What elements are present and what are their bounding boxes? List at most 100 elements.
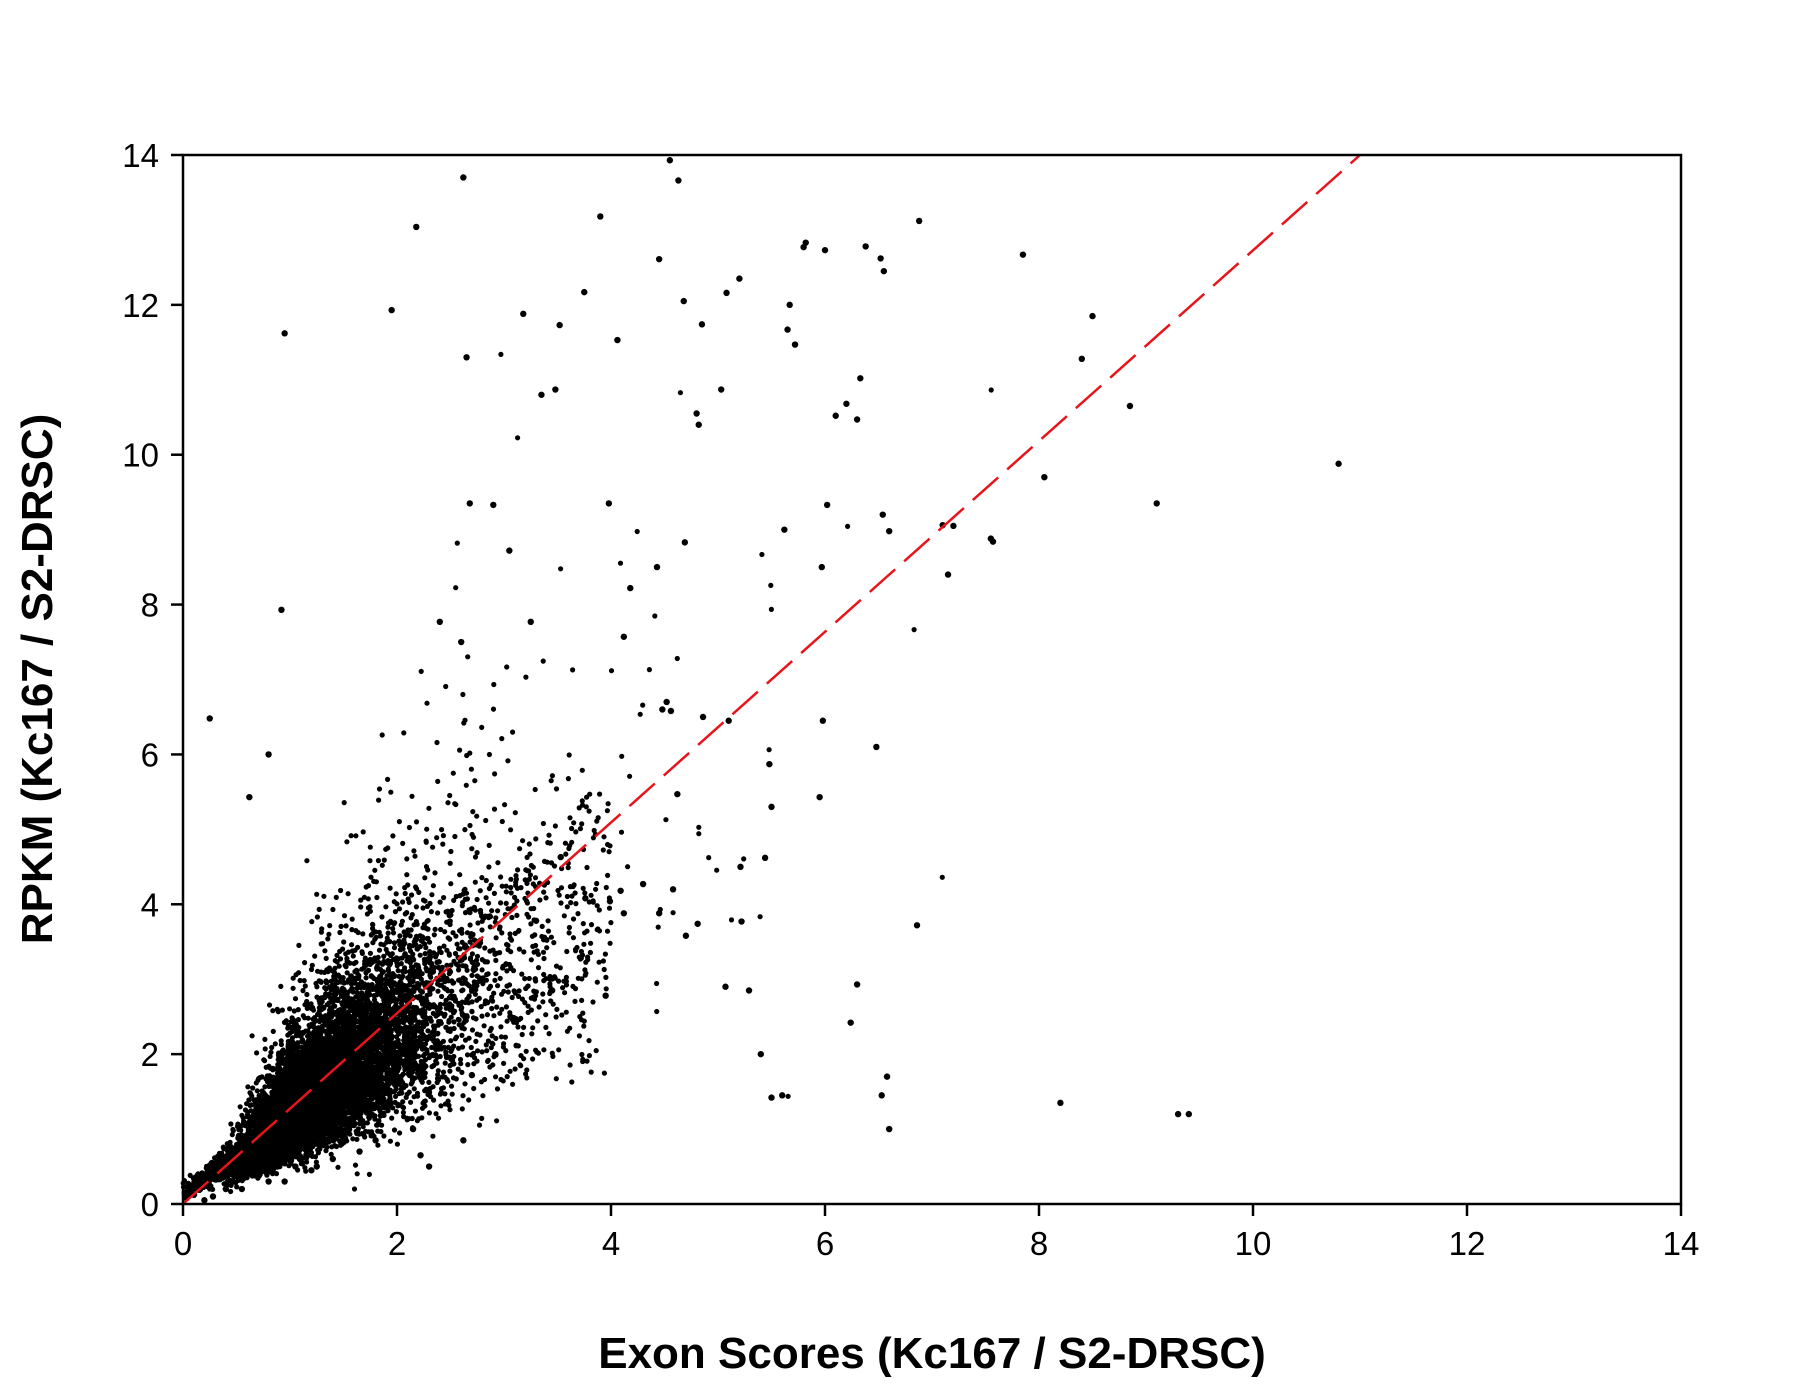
data-point	[206, 715, 213, 722]
data-point	[620, 910, 628, 917]
data-point	[944, 571, 952, 578]
y-tick-label: 10	[122, 437, 159, 474]
data-point	[527, 618, 534, 626]
data-point	[886, 1125, 893, 1133]
data-point	[862, 243, 869, 250]
data-point	[786, 301, 793, 309]
data-point	[281, 330, 288, 337]
data-point	[761, 854, 769, 862]
data-point	[915, 217, 923, 225]
data-point	[655, 910, 663, 917]
data-point	[669, 886, 677, 893]
data-point	[784, 326, 791, 333]
data-point	[718, 386, 725, 393]
data-point	[265, 751, 272, 758]
data-point	[694, 920, 701, 927]
data-point	[278, 606, 285, 614]
data-point	[597, 213, 604, 220]
y-tick-label: 8	[141, 587, 159, 624]
data-point	[823, 501, 831, 509]
data-point	[655, 255, 663, 263]
data-point	[201, 1197, 208, 1204]
data-point	[1126, 402, 1134, 410]
data-point	[736, 275, 743, 282]
x-axis-ticks: 0 2 4 6 8 10 12 14	[174, 1204, 1699, 1262]
data-point	[606, 898, 614, 905]
data-point	[913, 922, 921, 929]
x-tick-label: 6	[816, 1225, 834, 1262]
data-point	[313, 1163, 320, 1170]
data-point	[1153, 500, 1160, 507]
data-point	[581, 288, 588, 296]
data-point	[698, 321, 706, 328]
data-point	[653, 563, 661, 571]
data-point	[520, 310, 527, 318]
data-point	[460, 174, 467, 181]
data-point	[725, 717, 732, 724]
data-point	[663, 698, 670, 706]
y-tick-label: 6	[141, 736, 159, 773]
data-point	[466, 500, 473, 507]
data-point	[548, 987, 556, 994]
data-point	[246, 793, 253, 801]
data-point	[1057, 1099, 1064, 1107]
data-point	[818, 563, 825, 571]
data-point	[436, 618, 443, 626]
data-point	[989, 538, 997, 545]
data-point	[768, 803, 775, 811]
data-point	[699, 713, 707, 721]
data-point	[779, 1092, 786, 1099]
data-point	[413, 223, 420, 231]
data-point	[847, 1019, 854, 1026]
data-point	[617, 887, 624, 894]
data-point	[693, 410, 700, 417]
data-point	[265, 1178, 272, 1185]
data-point	[1019, 251, 1027, 258]
data-point	[557, 853, 564, 861]
data-point	[238, 1185, 246, 1193]
data-point	[832, 412, 839, 419]
data-point	[659, 706, 666, 713]
data-point	[666, 157, 674, 164]
data-point	[781, 526, 788, 533]
y-tick-label: 0	[141, 1186, 159, 1223]
data-point	[614, 336, 621, 344]
x-tick-label: 12	[1449, 1225, 1486, 1262]
data-point	[417, 1152, 424, 1159]
data-point	[388, 306, 395, 314]
data-point	[1078, 355, 1086, 363]
data-point	[681, 539, 689, 546]
data-point	[532, 917, 540, 924]
y-tick-label: 12	[122, 287, 159, 324]
data-point	[738, 918, 745, 925]
x-tick-label: 0	[174, 1225, 192, 1262]
data-point	[463, 354, 470, 361]
data-point	[723, 289, 730, 297]
data-point	[857, 375, 864, 382]
plot-area-frame	[181, 153, 1683, 1206]
data-point	[552, 386, 559, 393]
data-point	[425, 1163, 433, 1170]
data-point	[853, 981, 861, 988]
data-point	[878, 1092, 885, 1099]
data-point	[1174, 1110, 1182, 1118]
data-point	[802, 239, 809, 246]
data-point	[819, 717, 827, 724]
data-point	[506, 547, 513, 554]
data-point	[409, 1125, 417, 1133]
data-point	[329, 1155, 336, 1163]
data-point	[538, 391, 545, 398]
data-point	[853, 416, 861, 423]
data-point	[492, 1050, 499, 1058]
y-tick-label: 2	[141, 1036, 159, 1073]
data-point	[627, 584, 634, 592]
data-point	[292, 1163, 299, 1170]
data-point	[222, 1185, 229, 1193]
x-tick-label: 4	[602, 1225, 620, 1262]
data-point	[281, 1178, 288, 1185]
dense-point-cloud	[180, 351, 994, 1202]
outlier-points	[201, 157, 1342, 1204]
x-tick-label: 2	[388, 1225, 406, 1262]
data-point	[879, 511, 886, 518]
data-point	[873, 743, 880, 751]
